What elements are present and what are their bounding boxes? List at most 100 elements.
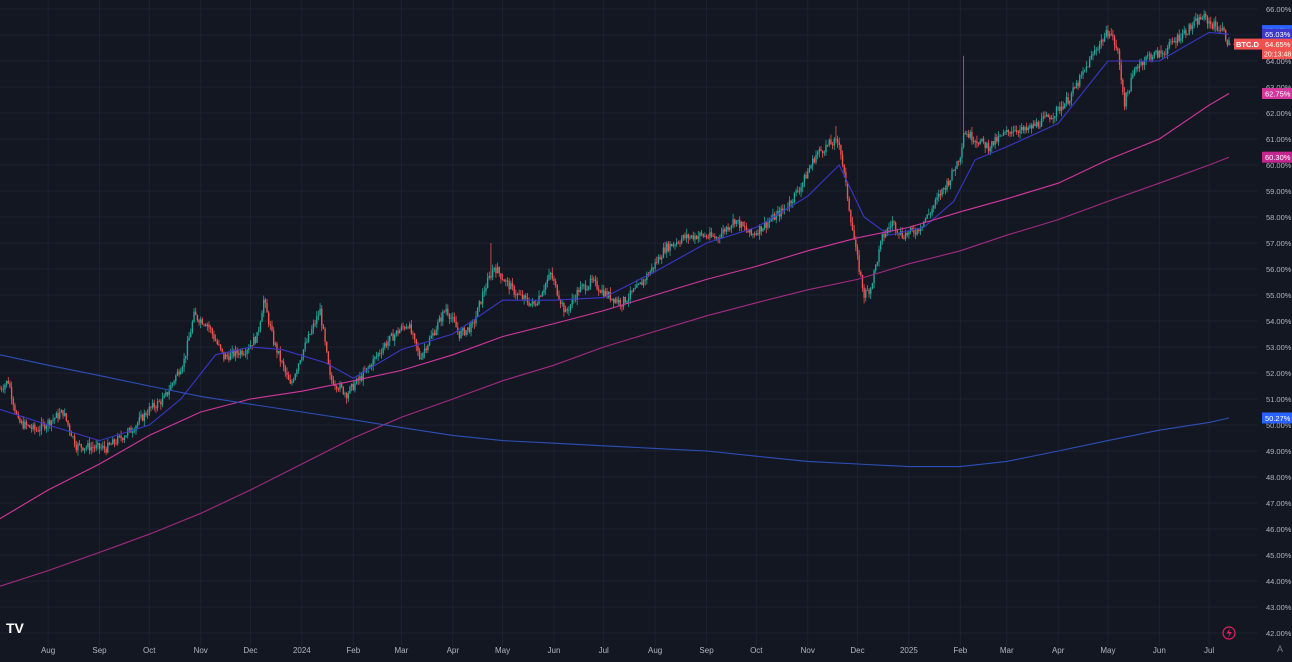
candle — [274, 341, 277, 347]
auto-scale-button[interactable]: A — [1277, 644, 1283, 654]
candle — [1050, 115, 1053, 120]
candle — [612, 298, 615, 309]
x-tick-label: 2024 — [293, 646, 311, 655]
candle — [385, 340, 388, 349]
candle — [503, 278, 505, 282]
candle — [443, 310, 446, 313]
candle — [586, 285, 588, 291]
candle — [654, 258, 656, 273]
x-tick-label: Jul — [1204, 646, 1214, 655]
candle — [495, 264, 497, 278]
candle — [596, 277, 598, 291]
lightning-icon[interactable] — [1222, 626, 1236, 640]
candle — [672, 241, 675, 248]
candle — [611, 298, 613, 301]
price-label: 60.30% — [1262, 151, 1292, 163]
candle — [734, 218, 736, 228]
candle — [54, 417, 56, 424]
candle — [991, 140, 993, 153]
candle — [349, 385, 351, 395]
candle — [511, 277, 514, 291]
candle — [25, 419, 28, 430]
candle — [1190, 22, 1192, 32]
candle — [304, 337, 306, 352]
candle — [743, 221, 746, 231]
candle — [707, 234, 709, 240]
price-label-text: 62.75% — [1265, 90, 1291, 99]
candle — [1025, 122, 1028, 133]
candle — [267, 310, 270, 328]
candle — [145, 411, 147, 418]
candle — [352, 381, 354, 391]
y-tick-label: 61.00% — [1266, 135, 1292, 144]
candle — [377, 352, 379, 362]
candle — [528, 297, 530, 307]
tradingview-logo[interactable]: TV — [6, 620, 25, 636]
candle — [151, 399, 154, 410]
candle — [515, 289, 517, 300]
candle — [875, 264, 877, 274]
x-tick-label: Mar — [394, 646, 408, 655]
symbol-label[interactable]: BTC.D — [1234, 38, 1262, 50]
candle — [810, 164, 812, 169]
candle — [234, 345, 237, 362]
candle — [599, 289, 602, 294]
candle — [1213, 18, 1215, 32]
price-axis[interactable]: 42.00% 43.00% 44.00% 45.00% 46.00% 47.00% 48.0… — [1266, 5, 1292, 638]
candle — [712, 233, 714, 238]
candle — [253, 333, 255, 346]
candle — [1183, 26, 1185, 35]
price-label-text: 65.03% — [1265, 30, 1291, 39]
candle — [334, 380, 336, 391]
candle — [992, 141, 995, 147]
candle — [1074, 86, 1076, 90]
candle — [1122, 78, 1124, 96]
candle — [39, 425, 41, 437]
candle — [1044, 111, 1046, 119]
candle — [936, 192, 938, 205]
candle — [588, 285, 590, 291]
candle — [1118, 48, 1121, 71]
candle — [299, 359, 301, 365]
candle — [87, 440, 89, 450]
candle — [583, 283, 585, 290]
candle — [680, 235, 683, 245]
candle — [322, 324, 325, 330]
price-labels: 65.17%65.03%64.65%62.75%60.30%50.27%BTC.… — [1229, 25, 1292, 424]
candle — [390, 332, 393, 337]
candle — [709, 226, 711, 241]
candle — [757, 229, 759, 236]
candle — [78, 440, 81, 446]
x-tick-label: May — [495, 646, 510, 655]
candle — [850, 209, 852, 226]
candle — [1186, 33, 1189, 36]
candle — [163, 393, 165, 399]
candle — [173, 379, 175, 387]
candle — [24, 419, 26, 430]
time-axis[interactable]: Aug Sep Oct Nov Dec 2024 Feb Mar Apr May Jun Jul Aug… — [41, 646, 1214, 655]
candle — [501, 273, 504, 281]
candle — [440, 312, 442, 327]
candle — [795, 188, 797, 197]
candle — [122, 437, 124, 443]
x-tick-label: 2025 — [900, 646, 918, 655]
candle — [1168, 38, 1170, 50]
candle — [400, 323, 403, 332]
candle — [500, 273, 502, 284]
candle — [753, 231, 756, 238]
candle — [616, 296, 618, 305]
candle — [465, 329, 467, 337]
candle — [73, 433, 76, 448]
candle — [1062, 101, 1064, 111]
candle — [491, 264, 494, 281]
candle — [82, 447, 84, 452]
candle — [755, 230, 758, 236]
x-tick-label: Apr — [1052, 646, 1065, 655]
candle — [181, 365, 184, 374]
y-tick-label: 63.00% — [1266, 83, 1292, 92]
y-tick-label: 48.00% — [1266, 473, 1292, 482]
candle — [982, 136, 985, 145]
